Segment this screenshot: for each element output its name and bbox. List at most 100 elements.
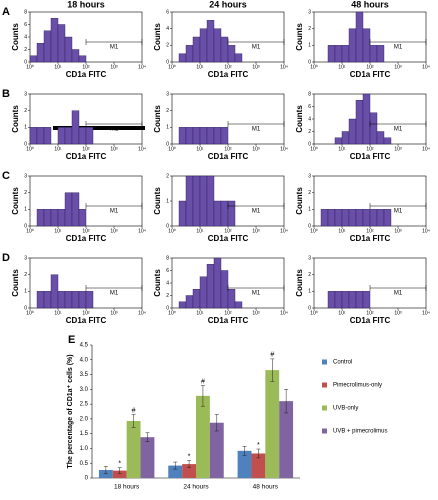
histogram-bar bbox=[64, 291, 73, 309]
x-tick-label: 10² bbox=[82, 310, 90, 316]
histogram-bar bbox=[185, 127, 194, 145]
x-axis-title: CD1a FITC bbox=[66, 316, 107, 325]
error-bar bbox=[284, 389, 289, 414]
y-tick-label: 2 bbox=[166, 43, 169, 49]
histogram-bar bbox=[362, 93, 371, 145]
histogram-bar bbox=[355, 100, 364, 145]
bar bbox=[126, 420, 141, 478]
histogram-bar bbox=[178, 127, 187, 145]
y-tick-label: 8 bbox=[166, 255, 169, 261]
histogram-bar bbox=[213, 257, 222, 309]
histogram-bar bbox=[36, 43, 45, 63]
histogram-bar bbox=[376, 45, 385, 63]
legend-label: Pimecrolimus-only bbox=[333, 383, 382, 389]
y-tick-label: 0 bbox=[24, 141, 27, 147]
error-bar bbox=[131, 414, 136, 428]
legend-label: Control bbox=[333, 360, 352, 366]
y-tick-label: 2.0 bbox=[80, 416, 89, 422]
x-tick-label: 10² bbox=[224, 310, 232, 316]
histogram-bar bbox=[78, 291, 87, 309]
y-tick-label: 0 bbox=[24, 223, 27, 229]
y-tick-label: 3 bbox=[24, 255, 27, 261]
histogram-bar bbox=[348, 209, 357, 227]
y-axis-title: Counts bbox=[11, 105, 20, 133]
panel-label: E bbox=[68, 334, 75, 346]
histogram-bar bbox=[355, 291, 364, 309]
x-tick-label: 10² bbox=[224, 64, 232, 70]
y-tick-label: 1.0 bbox=[80, 446, 89, 452]
y-axis-title: Counts bbox=[11, 23, 20, 51]
histogram-bar bbox=[78, 127, 87, 145]
histogram-bar bbox=[334, 209, 343, 227]
y-tick-label: 2 bbox=[308, 190, 311, 196]
x-tick-label: 10⁰ bbox=[26, 310, 34, 316]
histogram-bar bbox=[206, 20, 215, 63]
x-tick-label: 10³ bbox=[110, 310, 118, 316]
y-axis-title: Counts bbox=[153, 23, 162, 51]
histogram-bar bbox=[71, 192, 80, 227]
y-tick-label: 1.5 bbox=[80, 431, 89, 437]
histogram-bar bbox=[369, 112, 378, 145]
y-tick-label: 6 bbox=[308, 104, 311, 110]
significance-marker: * bbox=[257, 442, 260, 449]
gate-bracket bbox=[227, 203, 285, 209]
histogram-bar bbox=[341, 131, 350, 145]
histogram-bar bbox=[43, 291, 52, 309]
y-tick-label: 1 bbox=[166, 125, 169, 131]
x-tick-label: 10¹ bbox=[338, 228, 346, 234]
histogram-bar bbox=[199, 28, 208, 63]
y-tick-label: 1 bbox=[24, 207, 27, 213]
histogram-bar bbox=[327, 291, 336, 309]
error-bar bbox=[173, 461, 178, 470]
histogram-bar bbox=[36, 127, 45, 145]
histogram-bar bbox=[213, 127, 222, 145]
gate-bracket bbox=[369, 121, 427, 127]
y-axis-title: Counts bbox=[295, 269, 304, 297]
x-tick-label: 10³ bbox=[394, 310, 402, 316]
histogram-bar bbox=[348, 118, 357, 145]
histogram-bar bbox=[29, 55, 38, 63]
histogram-bar bbox=[178, 301, 187, 309]
histogram-bar bbox=[64, 36, 73, 63]
histogram-bar bbox=[50, 274, 59, 309]
legend-label: UVB-only bbox=[333, 406, 358, 412]
gate-bracket bbox=[85, 39, 143, 45]
histogram-bar bbox=[334, 45, 343, 63]
panel-label: B bbox=[2, 88, 10, 100]
histogram-bar bbox=[192, 127, 201, 145]
x-tick-label: 10³ bbox=[110, 64, 118, 70]
panel-label: C bbox=[2, 170, 10, 182]
y-tick-label: 3 bbox=[166, 91, 169, 97]
x-tick-label: 10¹ bbox=[196, 64, 204, 70]
x-axis-title: CD1a FITC bbox=[66, 152, 107, 161]
x-tick-label: 10⁰ bbox=[310, 146, 318, 152]
bar bbox=[98, 470, 113, 478]
histogram-bar bbox=[185, 45, 194, 63]
error-bar bbox=[200, 385, 205, 407]
significance-marker: # bbox=[201, 378, 205, 385]
y-tick-label: 0 bbox=[166, 223, 169, 229]
histogram-bar bbox=[383, 209, 392, 227]
histogram-bar bbox=[227, 289, 236, 309]
legend-label: UVB + pimecrolimus bbox=[333, 429, 388, 435]
y-axis-title: Counts bbox=[153, 187, 162, 215]
y-tick-label: 6 bbox=[166, 9, 169, 15]
histogram-bar bbox=[206, 127, 215, 145]
significance-marker: # bbox=[270, 352, 274, 359]
y-tick-label: 3 bbox=[24, 173, 27, 179]
y-tick-label: 0.5 bbox=[80, 461, 89, 467]
histogram-bar bbox=[85, 127, 94, 145]
y-tick-label: 8 bbox=[24, 9, 27, 15]
bar bbox=[251, 453, 266, 478]
x-tick-label: 10³ bbox=[394, 228, 402, 234]
histogram-bar bbox=[220, 200, 229, 227]
x-tick-label: 10⁴ bbox=[422, 64, 430, 70]
x-tick-label: 10⁴ bbox=[138, 310, 146, 316]
histogram-bar bbox=[355, 209, 364, 227]
error-bar bbox=[145, 432, 150, 442]
x-tick-label: 10³ bbox=[394, 64, 402, 70]
gate-bracket bbox=[369, 285, 427, 291]
histogram-bar bbox=[43, 209, 52, 227]
y-tick-label: 2 bbox=[24, 47, 27, 53]
histogram-bar bbox=[64, 127, 73, 145]
